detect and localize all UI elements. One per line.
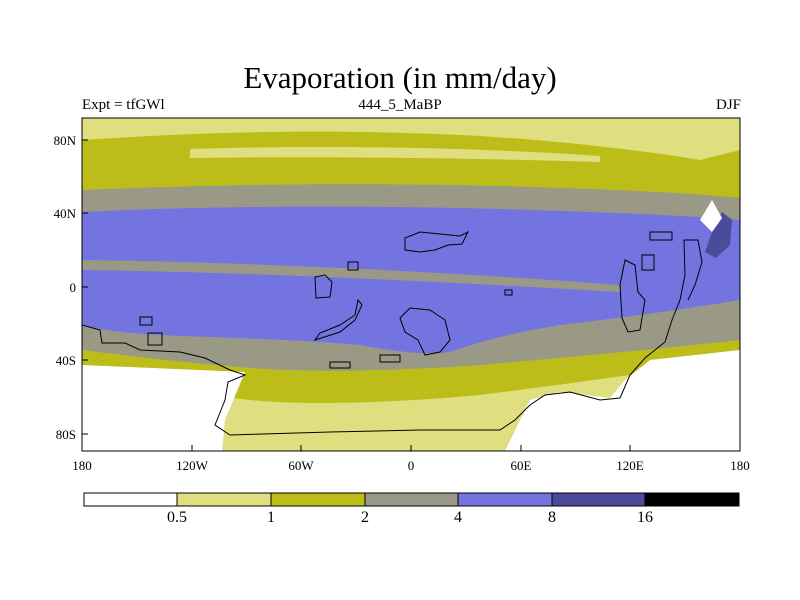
lon-labels: 180 120W 60W 0 60E 120E 180 xyxy=(72,458,750,473)
colorbar-box xyxy=(644,492,740,507)
lon-label: 0 xyxy=(408,458,415,473)
lon-label: 120E xyxy=(616,458,644,473)
colorbar xyxy=(83,492,740,507)
lat-label: 40S xyxy=(56,353,76,368)
lat-label: 40N xyxy=(54,206,77,221)
colorbar-label: 4 xyxy=(454,509,462,526)
outline-islet-3 xyxy=(329,361,351,369)
colorbar-label: 1 xyxy=(267,509,275,526)
colorbar-label: 2 xyxy=(361,509,369,526)
outline-islet-7 xyxy=(649,231,673,241)
tick-marks xyxy=(81,139,741,451)
patch-white-antarctica xyxy=(82,365,245,451)
experiment-label: Expt = tfGWl xyxy=(82,97,165,113)
patch-white-far-east xyxy=(700,200,722,232)
plot-title: Evaporation (in mm/day) xyxy=(243,60,557,95)
colorbar-box xyxy=(457,492,553,507)
outline-islet-8 xyxy=(641,254,655,271)
lat-label: 80S xyxy=(56,427,76,442)
continent-outlines xyxy=(82,230,703,436)
colorbar-box xyxy=(83,492,178,507)
lon-label: 180 xyxy=(72,458,92,473)
colorbar-label: 0.5 xyxy=(167,509,187,526)
colorbar-label: 16 xyxy=(637,509,653,526)
season-label: DJF xyxy=(715,97,741,113)
lat-labels: 80N 40N 0 40S 80S xyxy=(54,133,77,442)
outline-island-west xyxy=(314,274,333,299)
outline-small-south xyxy=(313,298,363,341)
period-label: 444_5_MaBP xyxy=(358,97,442,113)
lon-label: 60W xyxy=(288,458,314,473)
outline-islet-6 xyxy=(504,289,513,296)
band-gray-streak xyxy=(82,260,620,292)
lon-label: 60E xyxy=(511,458,532,473)
colorbar-box xyxy=(364,492,459,507)
colorbar-label: 8 xyxy=(548,509,556,526)
lon-label: 180 xyxy=(730,458,750,473)
colorbar-box xyxy=(551,492,646,507)
patch-white-south-east xyxy=(505,350,740,451)
colorbar-box xyxy=(270,492,366,507)
outline-south-america xyxy=(399,307,451,356)
outline-antarctica xyxy=(82,239,703,436)
outline-islet-4 xyxy=(379,354,401,363)
lat-label: 80N xyxy=(54,133,77,148)
outline-islet-2 xyxy=(139,316,153,326)
outline-africa xyxy=(619,259,646,333)
band-light-strip xyxy=(190,147,600,162)
outline-islet-5 xyxy=(347,261,359,271)
outline-islet-1 xyxy=(147,332,163,346)
outline-north-blob xyxy=(404,230,470,253)
patch-darkblue xyxy=(705,212,732,258)
colorbar-box xyxy=(176,492,272,507)
lon-label: 120W xyxy=(176,458,209,473)
lat-label: 0 xyxy=(70,280,77,295)
map-field xyxy=(82,118,740,451)
